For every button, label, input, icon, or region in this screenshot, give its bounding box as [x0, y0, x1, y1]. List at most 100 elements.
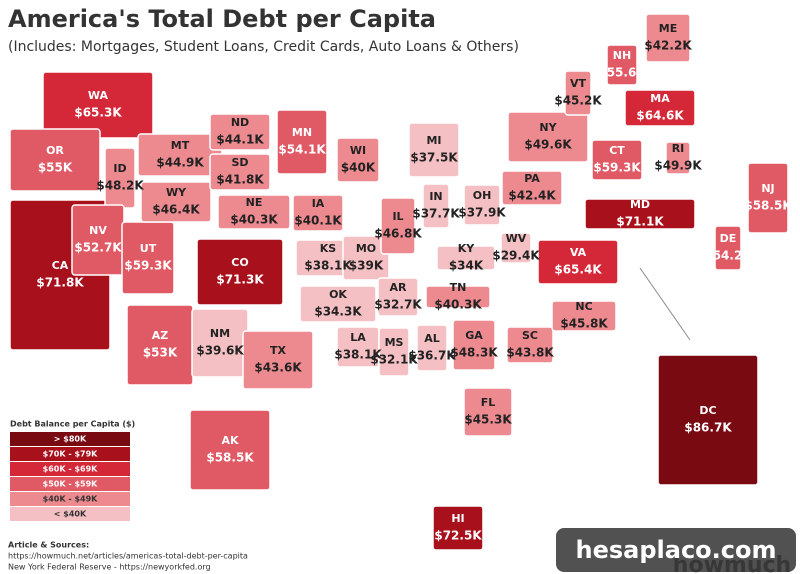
state-abbr: IL	[392, 210, 403, 223]
state-abbr: OH	[473, 189, 492, 202]
state-value: $46.4K	[152, 203, 200, 217]
legend-swatch	[10, 492, 130, 506]
state-abbr: ND	[231, 116, 249, 129]
state-shape	[551, 300, 617, 332]
state-abbr: KS	[320, 242, 337, 255]
state-abbr: MS	[385, 336, 404, 349]
legend-label: $40K - $49K	[43, 495, 98, 504]
state-shape	[507, 111, 589, 163]
state-abbr: GA	[465, 329, 483, 342]
legend: > $80K $70K - $79K $60K - $69K $50K - $59K $…	[10, 432, 130, 521]
state-abbr: SC	[522, 329, 538, 342]
legend-swatch	[10, 477, 130, 491]
state-abbr: CT	[609, 144, 625, 157]
state-shape	[463, 184, 501, 226]
state-abbr: NY	[539, 121, 557, 134]
state-shape	[501, 170, 563, 206]
state-value: $64.6K	[636, 109, 684, 123]
state-value: $43.8K	[506, 346, 554, 360]
legend-title: Debt Balance per Capita ($)	[10, 420, 135, 429]
state-value: $48.2K	[96, 179, 144, 193]
legend-swatch	[10, 432, 130, 446]
state-shape	[591, 139, 643, 181]
state-shape	[714, 225, 742, 271]
legend-label: $60K - $69K	[43, 465, 98, 474]
state-value: $40.3K	[230, 213, 278, 227]
legend-label: $50K - $59K	[43, 480, 98, 489]
state-abbr: PA	[524, 172, 540, 185]
state-value: $58.5K	[744, 199, 792, 213]
state-abbr: MT	[171, 139, 190, 152]
state-value: $44.1K	[216, 133, 264, 147]
legend-swatch	[10, 507, 130, 521]
state-abbr: MO	[356, 242, 376, 255]
state-shape	[657, 354, 759, 486]
state-value: $72.5K	[434, 529, 482, 543]
state-value: $46.8K	[374, 227, 422, 241]
state-shape	[209, 113, 271, 151]
state-shape	[276, 109, 328, 175]
legend-swatch	[10, 447, 130, 461]
state-abbr: OR	[46, 144, 64, 157]
state-value: $71.3K	[216, 273, 264, 287]
state-value: $45.2K	[554, 94, 602, 108]
state-shape	[242, 330, 314, 390]
state-value: $29.4K	[492, 249, 540, 263]
state-value: $53K	[143, 346, 178, 360]
state-shape	[624, 89, 696, 127]
state-shape	[422, 183, 450, 229]
state-value: $44.9K	[156, 156, 204, 170]
states	[9, 13, 789, 551]
state-value: $38.1K	[334, 348, 382, 362]
state-abbr: WV	[506, 232, 527, 245]
state-abbr: MI	[426, 134, 441, 147]
state-abbr: ME	[659, 22, 677, 35]
state-abbr: IA	[312, 197, 325, 210]
title: America's Total Debt per Capita	[8, 5, 436, 33]
state-abbr: UT	[140, 242, 157, 255]
state-abbr: DE	[720, 232, 737, 245]
state-value: $52.7K	[74, 241, 122, 255]
state-abbr: MN	[292, 126, 312, 139]
state-shape	[584, 198, 696, 230]
state-value: $65.3K	[74, 106, 122, 120]
state-value: $65.4K	[554, 263, 602, 277]
state-value: $54.2K	[704, 249, 752, 263]
state-abbr: VA	[570, 246, 587, 259]
state-value: $36.7K	[408, 349, 456, 363]
state-abbr: CA	[52, 259, 69, 272]
state-abbr: AR	[390, 281, 408, 294]
state-value: $39.6K	[196, 344, 244, 358]
state-abbr: NM	[210, 327, 230, 340]
state-value: $55.6K	[598, 66, 646, 80]
state-shape	[336, 137, 380, 183]
state-shape	[425, 285, 491, 309]
state-shape	[463, 387, 513, 437]
state-abbr: IN	[429, 190, 442, 203]
state-abbr: CO	[231, 256, 248, 269]
state-value: $49.9K	[654, 159, 702, 173]
state-shape	[452, 319, 496, 371]
state-value: $37.9K	[458, 206, 506, 220]
state-value: $39K	[349, 259, 384, 273]
state-abbr: DC	[699, 404, 716, 417]
legend-label: > $80K	[54, 435, 87, 444]
state-abbr: NC	[575, 300, 592, 313]
state-value: $42.4K	[508, 189, 556, 203]
state-value: $32.7K	[374, 298, 422, 312]
dc-pointer	[639, 267, 691, 341]
state-value: $43.6K	[254, 361, 302, 375]
state-shape	[196, 238, 284, 306]
state-value: $38.1K	[304, 259, 352, 273]
state-value: $37.5K	[410, 151, 458, 165]
state-shape	[408, 122, 460, 178]
subtitle: (Includes: Mortgages, Student Loans, Cre…	[8, 39, 519, 55]
state-shape	[378, 327, 410, 377]
watermark-box	[556, 528, 796, 572]
state-value: $34K	[449, 259, 484, 273]
state-abbr: RI	[672, 142, 685, 155]
state-shape	[506, 326, 554, 364]
state-shape	[342, 235, 390, 281]
state-shape	[299, 285, 377, 323]
